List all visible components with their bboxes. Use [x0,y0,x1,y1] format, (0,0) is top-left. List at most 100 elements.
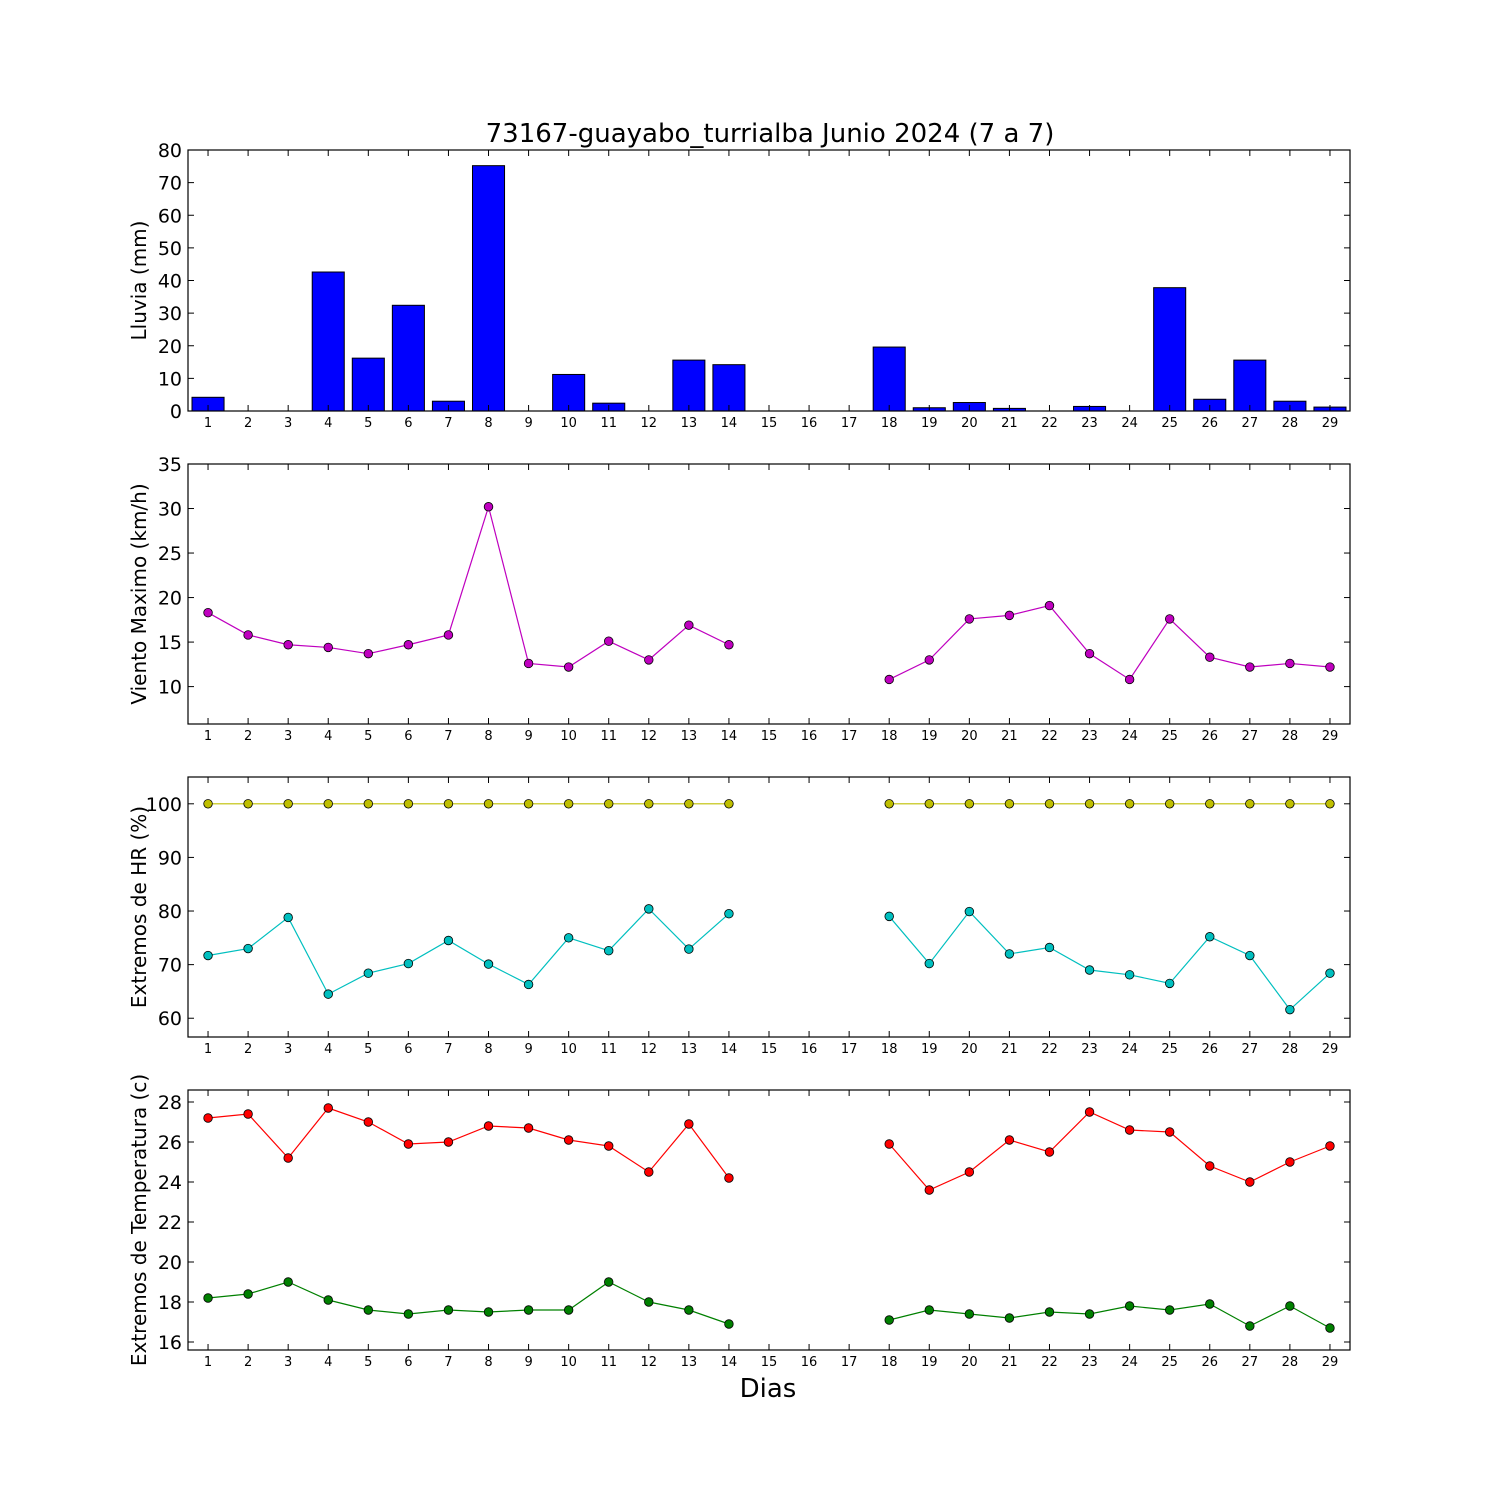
series-line [888,604,1331,681]
y-axis-label: Extremos de HR (%) [127,806,151,1008]
data-point [1004,1313,1015,1323]
x-tick-label: 13 [681,729,698,744]
x-tick-label: 21 [1001,729,1018,744]
x-tick-label: 14 [721,416,738,431]
data-point [1164,1127,1175,1137]
series-line [207,504,730,668]
data-point [323,642,333,653]
x-tick-label: 12 [641,1042,658,1057]
x-tick-label: 19 [921,729,938,744]
y-tick-label: 25 [158,543,182,565]
data-point [604,799,614,809]
data-point [563,1305,574,1315]
data-point [283,1277,293,1287]
series-line [207,1281,730,1325]
x-tick-label: 11 [600,1355,617,1370]
y-tick-label: 15 [158,632,182,654]
data-point [684,944,694,954]
x-tick-label: 7 [444,1042,452,1057]
x-tick-label: 17 [841,1355,858,1370]
x-tick-label: 18 [881,729,898,744]
x-tick-label: 9 [524,729,532,744]
series-line [889,1303,1331,1329]
data-point [243,1289,253,1299]
data-point [724,1173,734,1183]
x-tick-label: 18 [881,1042,898,1057]
x-tick-label: 18 [881,416,898,431]
data-point [684,799,694,809]
x-tick-label: 29 [1322,1355,1339,1370]
data-point [1124,799,1135,809]
x-tick-label: 2 [244,1042,252,1057]
axes-frame [187,463,1351,725]
x-tick-label: 26 [1201,729,1218,744]
data-point [523,979,534,990]
data-point [203,1113,213,1123]
y-tick-label: 16 [158,1332,182,1354]
data-point [283,799,293,809]
x-tick-label: 4 [324,1042,332,1057]
data-point [884,674,894,685]
data-point [644,655,654,665]
rain-bar [712,364,746,412]
x-tick-label: 2 [244,1355,252,1370]
x-tick-label: 7 [444,416,452,431]
data-point [363,968,374,978]
data-point [1325,1323,1335,1333]
data-point [1164,1305,1175,1315]
x-tick-label: 8 [484,416,492,431]
y-tick-label: 10 [158,368,182,390]
y-tick-label: 18 [158,1292,182,1314]
x-tick-label: 20 [961,416,978,431]
data-point [924,1305,934,1315]
data-point [523,1123,534,1133]
data-point [443,630,454,640]
x-tick-label: 25 [1161,416,1178,431]
y-tick-label: 0 [170,401,182,423]
data-point [483,959,494,969]
data-point [604,636,614,646]
data-point [363,799,374,809]
y-tick-label: 70 [158,173,182,195]
x-tick-label: 20 [961,729,978,744]
data-point [1084,1107,1095,1117]
x-tick-label: 28 [1282,1355,1299,1370]
x-tick-label: 5 [364,1042,372,1057]
x-tick-label: 6 [404,1355,412,1370]
data-point [283,1153,293,1163]
data-point [403,799,414,809]
x-tick-label: 4 [324,729,332,744]
y-axis-label: Extremos de Temperatura (c) [127,1074,151,1366]
data-point [924,1185,934,1195]
y-tick-label: 20 [158,336,182,358]
x-tick-label: 24 [1121,1355,1138,1370]
data-point [1325,968,1335,978]
x-tick-label: 9 [524,1042,532,1057]
data-point [1004,610,1015,621]
x-tick-label: 5 [364,1355,372,1370]
x-tick-label: 25 [1161,729,1178,744]
y-tick-label: 26 [158,1132,182,1154]
x-tick-label: 3 [284,729,292,744]
data-point [924,655,934,665]
x-tick-label: 19 [921,416,938,431]
data-point [1325,662,1335,672]
data-point [243,799,253,809]
data-point [363,1305,374,1315]
x-tick-label: 6 [404,416,412,431]
data-point [523,799,534,809]
y-tick-label: 30 [158,303,182,325]
data-point [203,799,213,809]
x-tick-label: 2 [244,416,252,431]
data-point [644,1297,654,1307]
x-tick-label: 25 [1161,1355,1178,1370]
x-tick-label: 23 [1081,1042,1098,1057]
data-point [563,662,574,672]
x-tick-label: 16 [801,416,818,431]
x-tick-label: 15 [761,1355,778,1370]
x-tick-label: 3 [284,416,292,431]
data-point [563,933,574,943]
rain-bar [1153,287,1187,412]
y-tick-label: 70 [158,955,182,977]
